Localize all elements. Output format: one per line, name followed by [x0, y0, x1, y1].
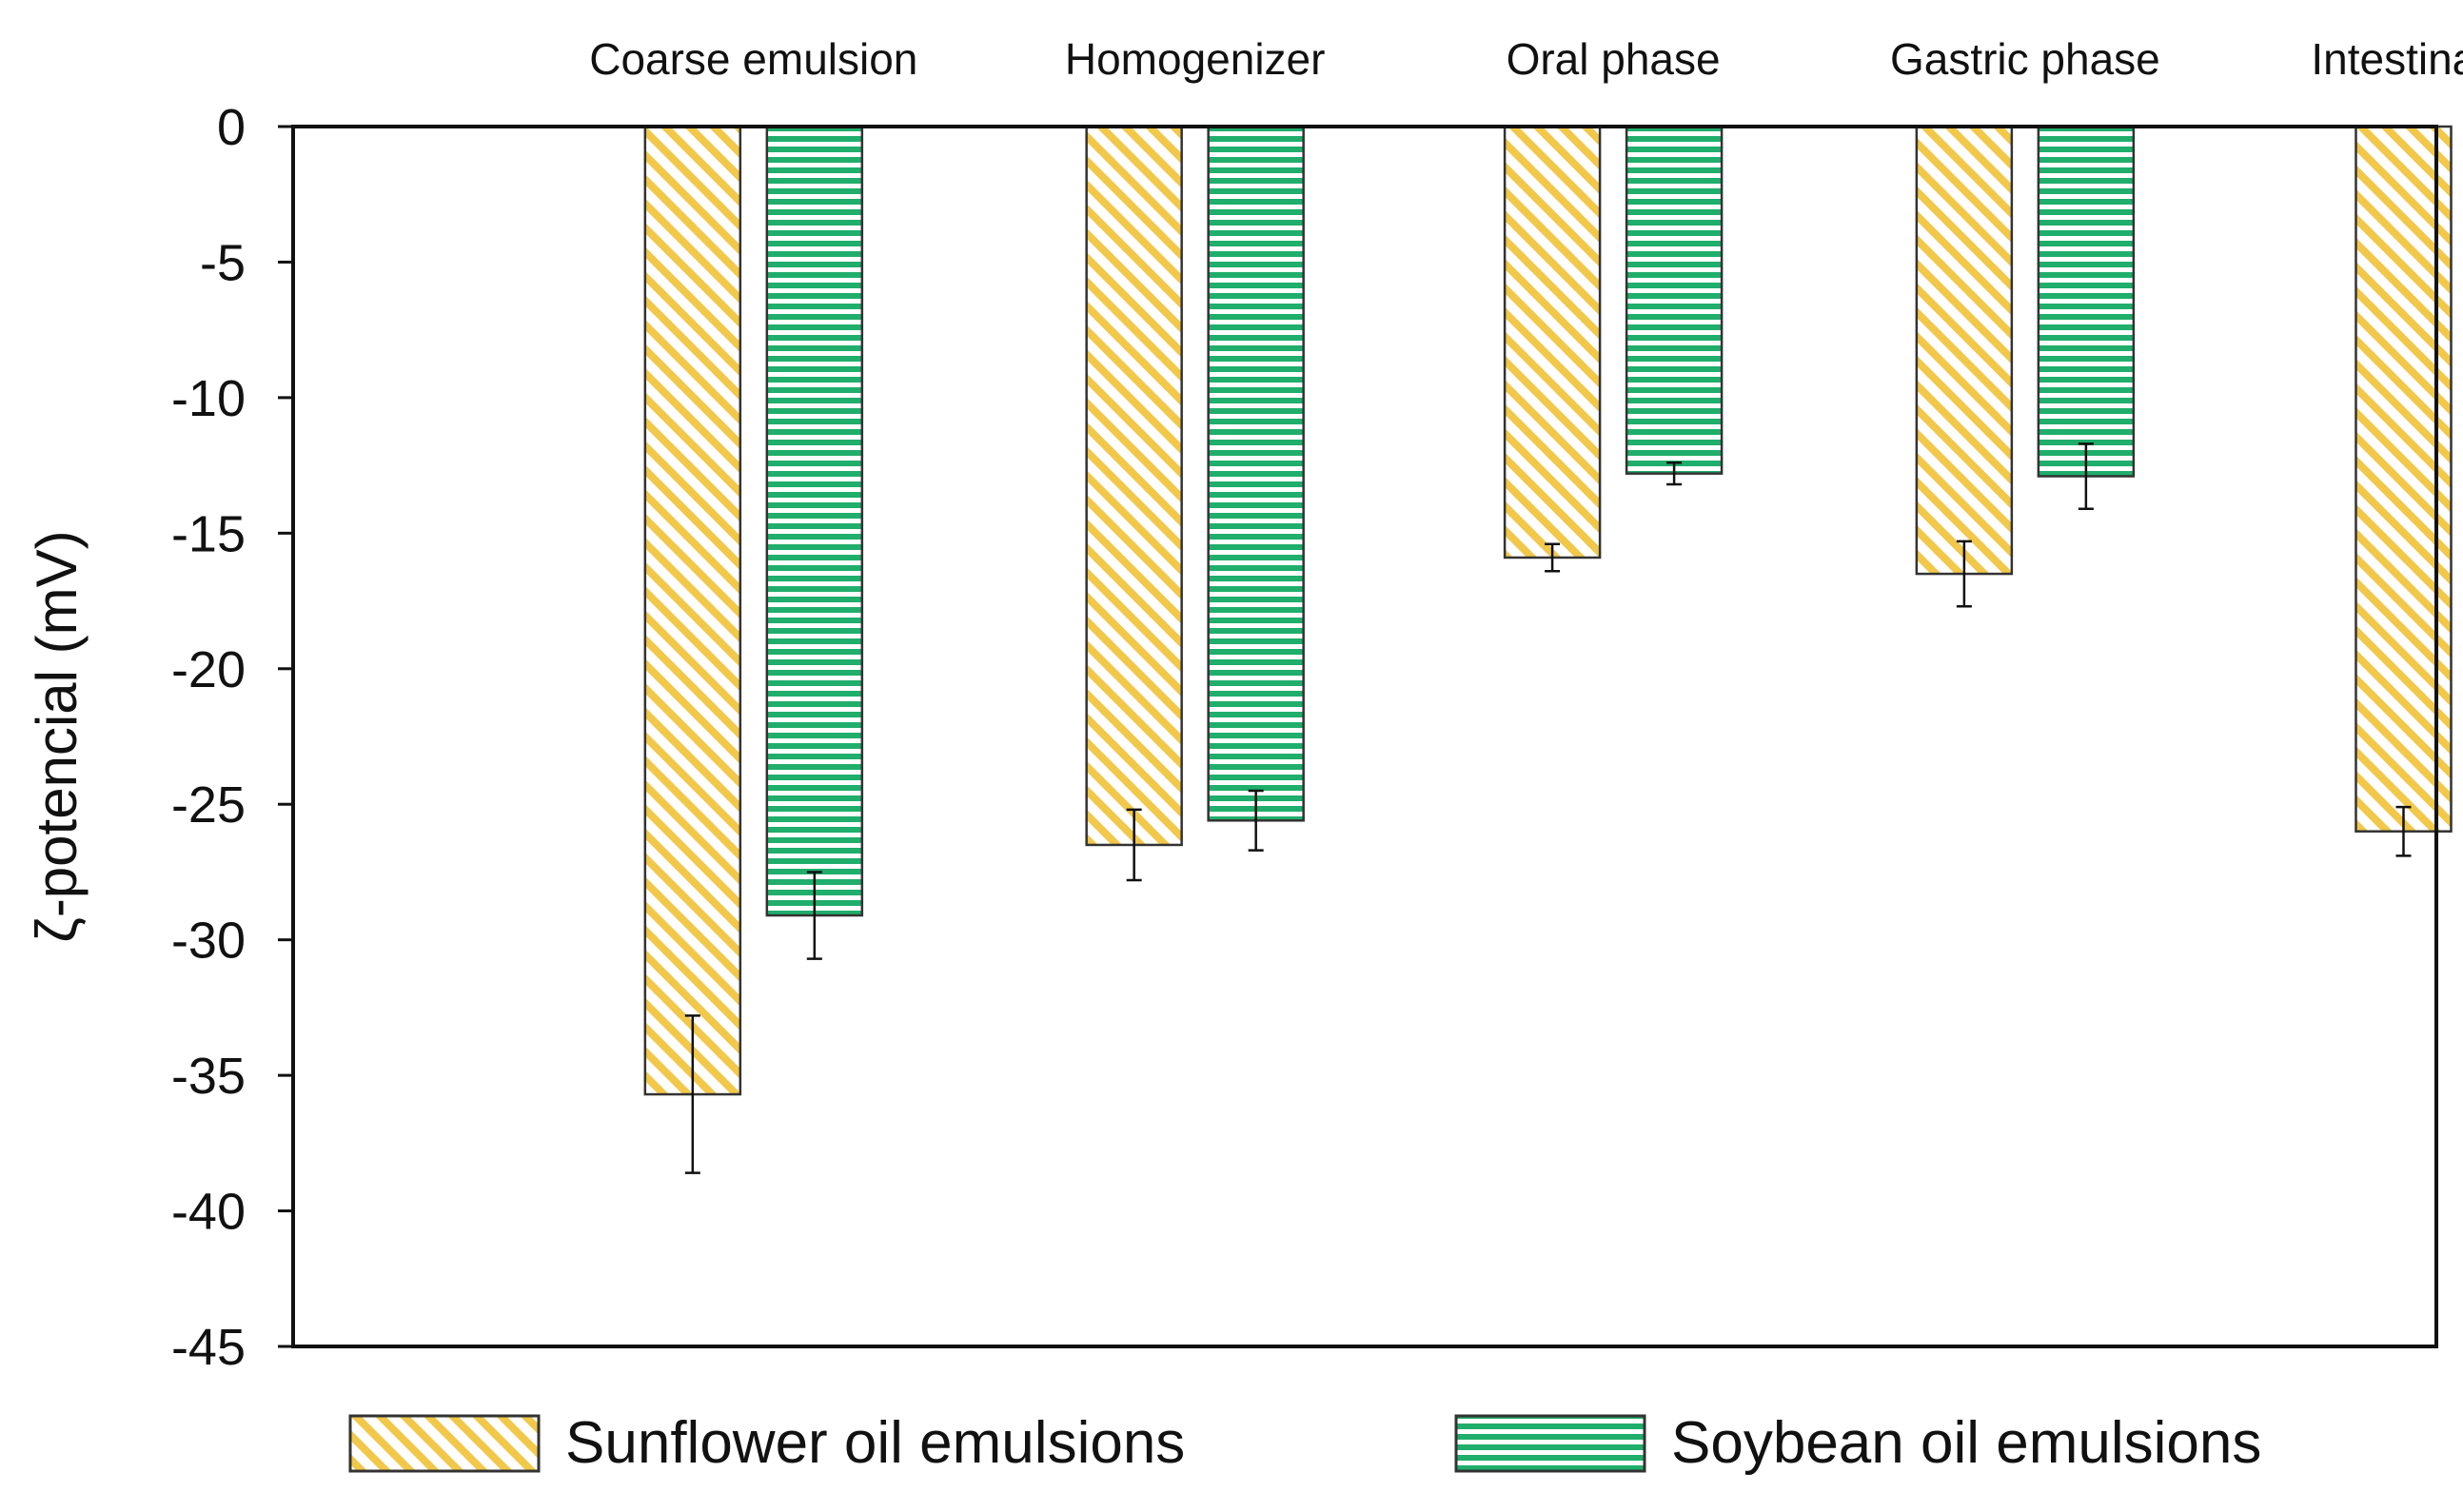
legend: Sunflower oil emulsions Soybean oil emuls… [348, 1410, 2261, 1476]
y-axis-title: ζ-potencial (mV) [25, 530, 89, 942]
bar-soybean [1625, 125, 1724, 475]
category-label: Homogenizer [1065, 34, 1326, 84]
legend-label-soybean: Soybean oil emulsions [1671, 1410, 2261, 1476]
category-label: Coarse emulsion [589, 34, 917, 84]
bar-sunflower [643, 125, 742, 1096]
y-tick-label: -30 [171, 913, 246, 970]
legend-label-sunflower: Sunflower oil emulsions [565, 1410, 1185, 1476]
bar-soybean [2037, 125, 2136, 478]
y-tick-label: -5 [200, 234, 246, 291]
y-tick-label: -15 [171, 505, 246, 562]
bars [643, 125, 2453, 1096]
category-label: Gastric phase [1890, 34, 2160, 84]
category-label: Intestinal phase [2311, 34, 2463, 84]
error-bars [684, 442, 2412, 1174]
bar-soybean [1207, 125, 1305, 822]
y-tick-label: -40 [171, 1184, 246, 1241]
category-label: Oral phase [1507, 34, 1721, 84]
bar-soybean [765, 125, 864, 917]
bar-sunflower [1085, 125, 1183, 847]
legend-swatch-sunflower [348, 1414, 541, 1473]
y-tick-label: -20 [171, 641, 246, 698]
y-tick-label: -45 [171, 1319, 246, 1376]
y-tick-label: -25 [171, 776, 246, 834]
category-labels: Coarse emulsion Homogenizer Oral phase Gast… [589, 34, 2463, 84]
plot-frame [291, 125, 2438, 1348]
y-tick-label: -35 [171, 1048, 246, 1105]
y-tick-label: -10 [171, 370, 246, 427]
legend-swatch-soybean [1454, 1414, 1646, 1473]
y-tick-label: 0 [217, 99, 246, 156]
y-axis: 0 -5 -10 -15 -20 -25 -30 -35 -40 -45 [171, 99, 293, 1376]
bar-sunflower [1503, 125, 1602, 560]
bar-sunflower [1915, 125, 2014, 576]
